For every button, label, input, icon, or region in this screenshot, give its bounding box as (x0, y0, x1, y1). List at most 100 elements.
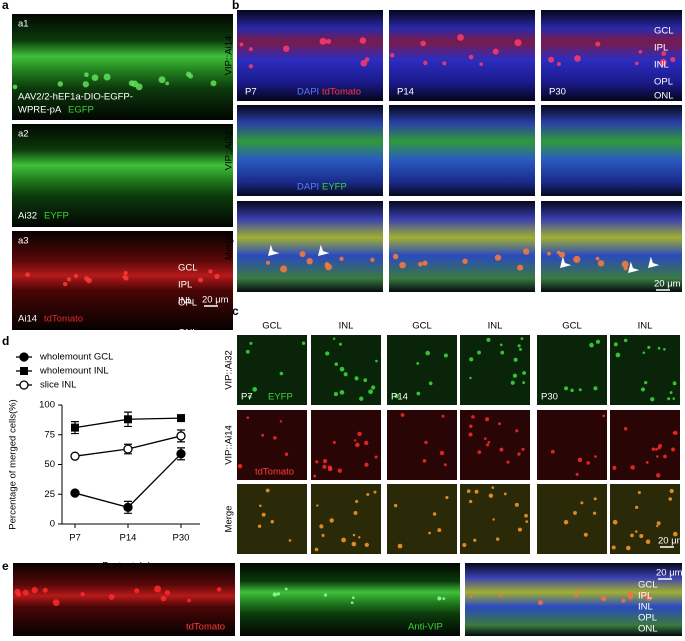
cell (353, 439, 357, 442)
cell (668, 497, 673, 501)
cell (91, 74, 99, 81)
cell (669, 391, 673, 394)
cell (486, 443, 490, 447)
cell (630, 533, 634, 538)
cell (630, 465, 635, 470)
marker (20, 367, 28, 375)
cell (134, 588, 140, 594)
label: a3 (18, 236, 29, 247)
cell (437, 528, 442, 533)
cell (503, 492, 507, 496)
cell (469, 357, 474, 362)
cell (519, 347, 522, 351)
cell (623, 338, 628, 343)
cell (352, 533, 356, 537)
cell (466, 489, 471, 494)
cell (473, 538, 477, 542)
cell (499, 447, 504, 452)
cell (354, 376, 359, 381)
cell (613, 342, 618, 347)
cell (370, 257, 375, 262)
cell (586, 461, 591, 465)
cell (185, 71, 192, 77)
cell (437, 596, 442, 601)
cell (498, 594, 503, 598)
cell (418, 261, 423, 267)
cell (514, 502, 519, 507)
marker (124, 415, 132, 424)
cell (469, 376, 472, 380)
cell (355, 442, 360, 448)
label: P14 (397, 87, 414, 98)
cell (589, 342, 594, 348)
cell (338, 342, 342, 346)
cell (483, 437, 487, 440)
label: tdTomato (255, 467, 294, 478)
series-line (74, 453, 182, 509)
cell (646, 595, 652, 601)
cell (513, 357, 518, 362)
cell (498, 422, 501, 426)
cell (486, 337, 491, 342)
cell (506, 460, 510, 464)
cell (634, 530, 638, 533)
cell (634, 61, 639, 66)
cell (327, 466, 333, 472)
cell (556, 62, 561, 67)
micrograph (610, 335, 680, 405)
cell (663, 454, 667, 459)
legend-label: slice INL (40, 380, 76, 391)
row-label: VIP::Ai32 (224, 350, 235, 390)
cell (634, 505, 639, 510)
label: WPRE-pA (18, 105, 62, 116)
cell (276, 592, 281, 596)
cell (103, 73, 111, 81)
panel-letter: b (232, 0, 239, 12)
cell (442, 61, 447, 66)
cell (329, 518, 334, 523)
arrow (318, 244, 330, 256)
cell (522, 381, 526, 384)
cell (595, 256, 600, 261)
cell (656, 521, 661, 526)
cell (252, 387, 258, 392)
label: DAPI (297, 182, 319, 193)
cell (416, 391, 421, 396)
cell (655, 447, 658, 451)
marker (177, 414, 185, 423)
cell (364, 542, 369, 548)
cell (42, 587, 48, 593)
cell (468, 54, 474, 60)
cell (656, 455, 659, 458)
y-tick-label: 50 (44, 459, 55, 470)
cell (368, 389, 373, 395)
cell (520, 337, 524, 340)
cell (623, 427, 628, 431)
cell (441, 414, 445, 418)
cell (164, 590, 170, 596)
cell (363, 378, 368, 383)
label: P30 (549, 87, 566, 98)
cell (594, 455, 597, 458)
micrograph (311, 410, 381, 480)
scale-label: 20 μm (658, 536, 685, 547)
cell (469, 424, 473, 429)
cell (663, 348, 666, 351)
cell (248, 64, 254, 69)
micrograph (311, 335, 381, 405)
cell (577, 457, 583, 463)
panel-letter: e (2, 559, 9, 573)
cell (62, 281, 68, 287)
cell (638, 49, 643, 54)
cell (334, 362, 339, 366)
cell (492, 518, 495, 521)
cell (593, 386, 598, 391)
cell (479, 62, 484, 66)
scale-label: 20 μm (654, 279, 681, 290)
micrograph (610, 484, 680, 554)
x-tick-label: P30 (173, 533, 190, 544)
micrograph (237, 335, 307, 405)
cell (595, 41, 601, 47)
cell (131, 80, 139, 88)
